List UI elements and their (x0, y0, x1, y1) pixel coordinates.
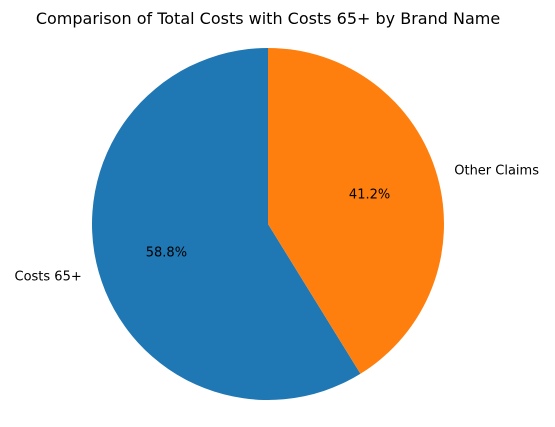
pie-percent-label: 58.8% (146, 245, 187, 260)
pie-slice-costs-65 (92, 48, 361, 401)
pie-labels: 58.8% Costs 65+ 41.2% Other Claims (15, 164, 540, 285)
pie-category-label: Other Claims (454, 164, 539, 179)
pie-slices (92, 48, 445, 401)
pie-slice-other-claims (268, 48, 445, 374)
pie-category-label: Costs 65+ (15, 269, 82, 284)
chart-title: Comparison of Total Costs with Costs 65+… (36, 9, 500, 28)
pie-percent-label: 41.2% (349, 188, 390, 203)
